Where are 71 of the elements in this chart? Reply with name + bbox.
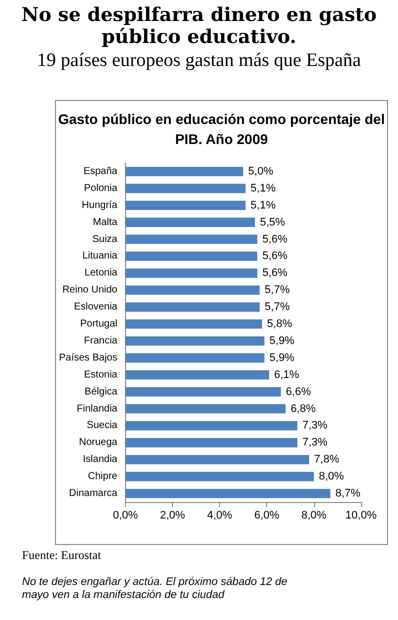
y-tick-label: Estonia bbox=[84, 369, 118, 380]
y-tick-label: Suiza bbox=[92, 234, 118, 245]
bar bbox=[125, 285, 260, 295]
data-label: 7,8% bbox=[314, 454, 340, 466]
x-tick-label: 10,0% bbox=[345, 510, 377, 522]
y-tick-label: Francia bbox=[84, 335, 118, 346]
data-label: 5,7% bbox=[264, 301, 290, 314]
data-label: 5,6% bbox=[262, 233, 288, 246]
y-tick-label: Dinamarca bbox=[69, 488, 118, 500]
y-tick-label: Polonia bbox=[84, 182, 118, 194]
y-tick-label: Chipre bbox=[88, 471, 118, 482]
bar bbox=[125, 184, 246, 194]
bar bbox=[125, 421, 298, 430]
chart-subtitle: 19 países europeos gastan más que España bbox=[36, 50, 362, 71]
bar bbox=[125, 353, 264, 363]
bar bbox=[125, 370, 270, 380]
bar bbox=[125, 387, 281, 396]
text: Gasto público en educación como porcentaje del PIB. Año 2009 bbox=[57, 110, 386, 149]
data-label: 6,1% bbox=[274, 368, 300, 381]
bar bbox=[125, 404, 286, 414]
y-tick-label: Malta bbox=[92, 216, 118, 228]
bar bbox=[125, 200, 246, 210]
data-label: 5,1% bbox=[250, 199, 276, 212]
data-label: 5,0% bbox=[248, 165, 274, 178]
x-tick-label: 4,0% bbox=[207, 510, 232, 522]
bar bbox=[125, 166, 244, 176]
text: No te dejes engañar y actúa. El próximo sábado 12 de mayo ven a la manifestación de tu ciudad bbox=[22, 576, 288, 602]
y-tick-label: España bbox=[83, 166, 118, 177]
y-tick-label: Finlandia bbox=[76, 403, 118, 414]
data-label: 5,7% bbox=[264, 284, 290, 296]
source-note: Fuente: Eurostat bbox=[22, 548, 101, 563]
data-label: 5,5% bbox=[260, 216, 286, 228]
bar bbox=[125, 268, 258, 278]
data-label: 8,0% bbox=[318, 470, 344, 483]
bar bbox=[125, 234, 258, 244]
chart-title: No se despilfarra dinero en gasto público educativo. bbox=[20, 4, 378, 48]
bar bbox=[125, 319, 262, 329]
y-tick-label: Hungría bbox=[82, 200, 118, 211]
y-tick-label: Letonia bbox=[84, 268, 118, 279]
y-tick-label: Países Bajos bbox=[58, 352, 118, 364]
y-tick-label: Eslovenia bbox=[74, 302, 118, 313]
data-label: 7,3% bbox=[302, 420, 328, 432]
bar bbox=[125, 438, 298, 448]
data-label: 6,6% bbox=[286, 386, 312, 398]
y-tick-label: Islandia bbox=[82, 454, 118, 466]
data-label: 5,1% bbox=[250, 182, 276, 194]
bar bbox=[125, 218, 255, 227]
y-tick-label: Lituania bbox=[82, 250, 118, 262]
bar bbox=[125, 336, 264, 346]
y-tick-label: Reino Unido bbox=[62, 284, 118, 296]
bar bbox=[125, 302, 260, 312]
y-tick-label: Suecia bbox=[86, 420, 118, 432]
y-tick-label: Bélgica bbox=[84, 386, 118, 398]
x-tick-label: 0,0% bbox=[112, 510, 138, 522]
data-label: 5,9% bbox=[269, 334, 295, 347]
bar bbox=[125, 252, 258, 261]
data-label: 8,7% bbox=[335, 488, 361, 500]
x-tick-label: 6,0% bbox=[254, 510, 280, 522]
data-label: 5,6% bbox=[262, 250, 288, 262]
data-label: 5,9% bbox=[269, 352, 295, 364]
data-label: 5,6% bbox=[262, 267, 288, 280]
y-tick-label: Noruega bbox=[79, 437, 118, 448]
bar bbox=[125, 488, 330, 498]
data-label: 6,8% bbox=[290, 402, 316, 415]
bar bbox=[125, 472, 314, 482]
data-label: 5,8% bbox=[267, 318, 292, 330]
x-tick-label: 8,0% bbox=[301, 510, 327, 522]
x-tick-label: 2,0% bbox=[160, 510, 186, 522]
data-label: 7,3% bbox=[302, 436, 328, 449]
bar bbox=[125, 454, 310, 464]
y-tick-label: Portugal bbox=[80, 318, 118, 330]
